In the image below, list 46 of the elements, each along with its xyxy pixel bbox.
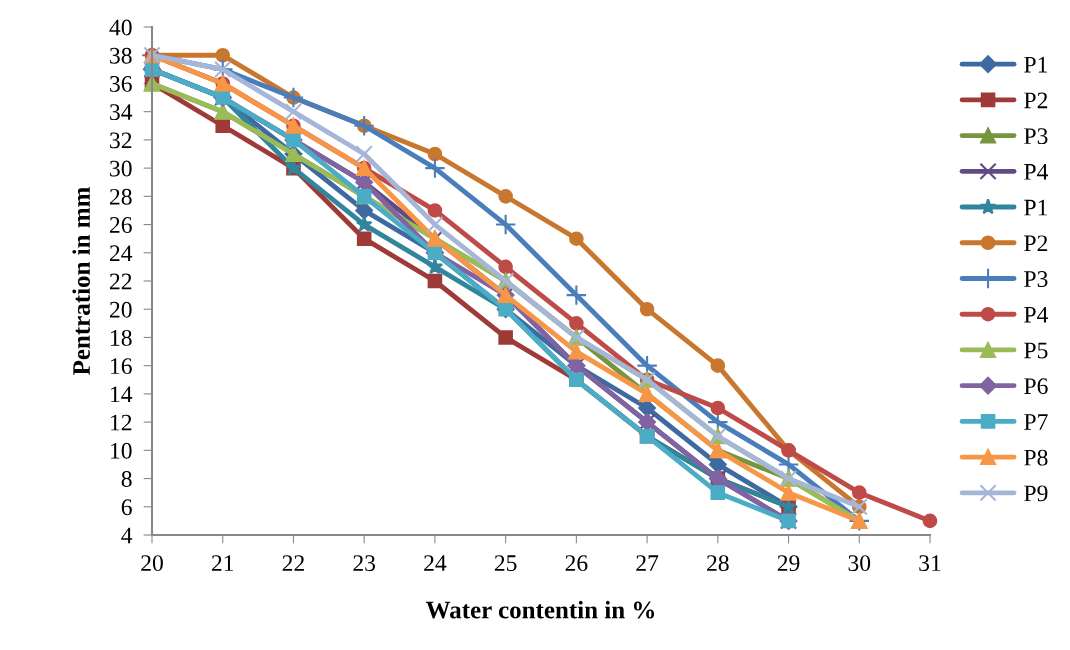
y-tick-label: 12 <box>111 414 132 431</box>
y-tick-label: 32 <box>110 132 132 149</box>
y-tick-label: 28 <box>109 188 132 205</box>
y-tick-label: 6 <box>121 499 132 516</box>
x-tick-label: 28 <box>707 555 729 572</box>
x-tick-label: 26 <box>565 555 588 572</box>
y-tick-label: 22 <box>109 273 132 290</box>
x-tick-label: 24 <box>424 555 447 571</box>
y-tick-label: 14 <box>111 386 133 403</box>
y-tick-label: 38 <box>110 47 132 64</box>
x-tick-label: 30 <box>848 555 871 572</box>
x-tick-label: 22 <box>282 555 304 571</box>
x-tick-label: 23 <box>353 555 376 572</box>
legend-label: P1 <box>1024 199 1047 216</box>
x-axis-title: Water contentin in % <box>425 600 655 619</box>
x-tick-label: 31 <box>919 555 941 572</box>
x-tick-label: 20 <box>141 555 163 572</box>
legend-label: P9 <box>1024 485 1048 502</box>
x-tick-label: 21 <box>211 555 234 571</box>
y-tick-label: 34 <box>110 104 133 121</box>
legend-label: P7 <box>1024 414 1048 430</box>
legend-label: P6 <box>1024 378 1048 395</box>
y-tick-label: 30 <box>110 160 132 177</box>
y-tick-label: 36 <box>110 76 132 92</box>
y-tick-label: 40 <box>109 19 132 36</box>
y-tick-label: 24 <box>109 245 133 261</box>
legend-label: P1 <box>1024 56 1047 73</box>
legend-label: P3 <box>1024 271 1048 287</box>
legend-label: P5 <box>1024 342 1048 359</box>
y-tick-label: 18 <box>111 329 132 346</box>
legend-label: P4 <box>1024 164 1049 180</box>
legend-label: P2 <box>1024 235 1048 252</box>
legend-label: P2 <box>1024 92 1048 109</box>
y-tick-label: 8 <box>121 471 132 487</box>
legend-label: P3 <box>1024 128 1048 145</box>
y-tick-label: 26 <box>109 217 132 233</box>
y-tick-label: 10 <box>111 442 132 459</box>
y-tick-label: 4 <box>121 527 133 544</box>
y-tick-label: 16 <box>111 358 132 375</box>
x-tick-label: 27 <box>636 555 659 571</box>
x-tick-label: 25 <box>494 555 517 572</box>
legend-label: P4 <box>1024 306 1049 323</box>
legend-label: P8 <box>1024 449 1048 466</box>
y-tick-label: 20 <box>109 301 132 318</box>
x-tick-label: 29 <box>777 555 800 572</box>
y-axis-title: Pentration in mm <box>72 186 90 375</box>
